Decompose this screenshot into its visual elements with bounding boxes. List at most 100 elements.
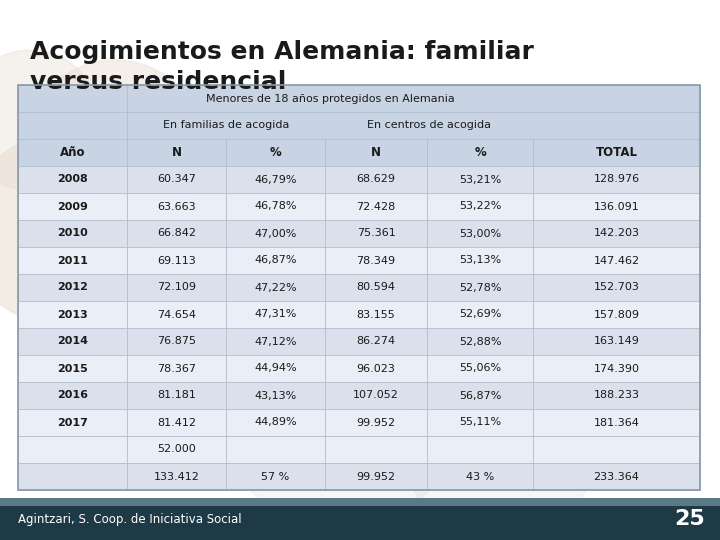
Bar [533, 355, 700, 382]
Bar [18, 409, 127, 436]
Circle shape [400, 340, 600, 540]
Bar [226, 436, 325, 463]
Text: 2012: 2012 [57, 282, 88, 293]
Bar [533, 301, 700, 328]
Text: 157.809: 157.809 [593, 309, 639, 320]
Text: N: N [371, 146, 381, 159]
Bar [325, 409, 427, 436]
Bar [427, 355, 533, 382]
Bar [18, 247, 127, 274]
Bar [127, 382, 226, 409]
Bar [18, 220, 127, 247]
Bar [18, 112, 127, 139]
Bar [127, 247, 226, 274]
Bar [533, 220, 700, 247]
Bar [226, 247, 325, 274]
Text: 128.976: 128.976 [593, 174, 639, 185]
Circle shape [0, 135, 155, 325]
Text: versus residencial: versus residencial [30, 70, 287, 94]
Bar [18, 193, 127, 220]
Text: 80.594: 80.594 [356, 282, 395, 293]
Text: 55,06%: 55,06% [459, 363, 501, 374]
Bar [127, 85, 700, 112]
Bar [325, 355, 427, 382]
Text: 2014: 2014 [57, 336, 88, 347]
Text: 152.703: 152.703 [593, 282, 639, 293]
Bar [533, 274, 700, 301]
Bar [533, 436, 700, 463]
Text: 99.952: 99.952 [356, 471, 395, 482]
Text: 68.629: 68.629 [356, 174, 395, 185]
Text: 52,69%: 52,69% [459, 309, 501, 320]
Bar [325, 382, 427, 409]
Bar [533, 193, 700, 220]
Bar [18, 85, 700, 490]
Bar [226, 220, 325, 247]
Bar [18, 139, 127, 166]
Text: 43 %: 43 % [466, 471, 494, 482]
Text: 174.390: 174.390 [593, 363, 639, 374]
Bar [427, 409, 533, 436]
Text: 76.875: 76.875 [157, 336, 196, 347]
Bar [127, 355, 226, 382]
Text: 99.952: 99.952 [356, 417, 395, 428]
Text: 52.000: 52.000 [157, 444, 196, 455]
Text: N: N [171, 146, 181, 159]
Bar [18, 382, 127, 409]
Text: 2011: 2011 [57, 255, 88, 266]
Bar [533, 409, 700, 436]
Bar [427, 193, 533, 220]
Bar [325, 247, 427, 274]
Text: 52,88%: 52,88% [459, 336, 501, 347]
Bar [18, 355, 127, 382]
Text: 181.364: 181.364 [593, 417, 639, 428]
Bar [427, 247, 533, 274]
Bar [427, 328, 533, 355]
Bar [226, 409, 325, 436]
Text: 56,87%: 56,87% [459, 390, 501, 401]
Bar [127, 463, 226, 490]
Text: TOTAL: TOTAL [595, 146, 637, 159]
Text: 46,78%: 46,78% [254, 201, 297, 212]
Bar [127, 166, 226, 193]
Bar [427, 382, 533, 409]
Text: 44,94%: 44,94% [254, 363, 297, 374]
Bar [226, 463, 325, 490]
Text: 163.149: 163.149 [593, 336, 639, 347]
Text: 47,31%: 47,31% [254, 309, 297, 320]
Bar [18, 274, 127, 301]
Bar [427, 166, 533, 193]
Bar [226, 166, 325, 193]
Text: 2016: 2016 [57, 390, 88, 401]
Bar [533, 166, 700, 193]
Text: 74.654: 74.654 [157, 309, 196, 320]
Text: 44,89%: 44,89% [254, 417, 297, 428]
Bar [18, 85, 127, 112]
Bar [226, 328, 325, 355]
Text: 2009: 2009 [57, 201, 88, 212]
Text: Acogimientos en Alemania: familiar: Acogimientos en Alemania: familiar [30, 40, 534, 64]
Text: 69.113: 69.113 [157, 255, 196, 266]
Bar [427, 274, 533, 301]
Bar [325, 274, 427, 301]
Bar [127, 436, 226, 463]
Text: %: % [474, 146, 486, 159]
Text: 2013: 2013 [57, 309, 88, 320]
Text: 43,13%: 43,13% [254, 390, 297, 401]
Bar [18, 328, 127, 355]
Bar [127, 409, 226, 436]
Bar [427, 220, 533, 247]
Text: 53,22%: 53,22% [459, 201, 501, 212]
Bar [533, 463, 700, 490]
Text: 66.842: 66.842 [157, 228, 196, 239]
Text: 47,22%: 47,22% [254, 282, 297, 293]
Bar [427, 139, 533, 166]
Text: 86.274: 86.274 [356, 336, 395, 347]
Text: 142.203: 142.203 [593, 228, 639, 239]
Text: 136.091: 136.091 [593, 201, 639, 212]
Bar [533, 247, 700, 274]
Bar [325, 436, 427, 463]
Text: 60.347: 60.347 [157, 174, 196, 185]
Bar [226, 139, 325, 166]
Circle shape [220, 290, 460, 530]
